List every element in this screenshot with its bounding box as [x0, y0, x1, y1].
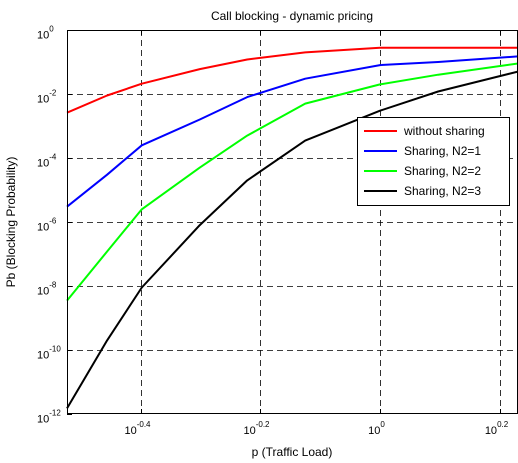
x-axis-label: p (Traffic Load): [252, 445, 333, 459]
legend-label-1: without sharing: [403, 124, 485, 138]
y-tick-label: 10-2: [37, 89, 57, 106]
series-line-4: [66, 70, 518, 409]
plot-area: [67, 30, 518, 414]
legend-label-3: Sharing, N2=2: [404, 164, 481, 178]
series-group: [66, 46, 518, 409]
y-tick-label: 10-10: [37, 345, 61, 362]
x-tick-label: 10-0.2: [243, 420, 270, 437]
legend-label-4: Sharing, N2=3: [404, 184, 481, 198]
legend-label-2: Sharing, N2=1: [404, 144, 481, 158]
y-axis-label: Pb (Blocking Probability): [4, 157, 18, 288]
y-tick-label: 10-4: [37, 153, 57, 170]
y-tick-label: 10-8: [37, 281, 57, 298]
y-tick-label: 10-12: [37, 409, 61, 426]
series-line-3: [66, 62, 518, 302]
series-line-2: [66, 55, 518, 208]
ticks: 10-0.4 10-0.2 100 100.2 10-12 10-10 10-8 10-6 10…: [37, 25, 509, 438]
series-line-1: [66, 46, 518, 114]
legend: without sharing Sharing, N2=1 Sharing, N2=…: [357, 117, 510, 206]
y-tick-label: 10-6: [37, 217, 57, 234]
chart-title: Call blocking - dynamic pricing: [211, 9, 373, 23]
y-tick-label: 100: [37, 25, 54, 42]
x-tick-label: 100.2: [485, 420, 509, 437]
x-tick-label: 10-0.4: [124, 420, 151, 437]
x-tick-label: 100: [368, 420, 385, 437]
